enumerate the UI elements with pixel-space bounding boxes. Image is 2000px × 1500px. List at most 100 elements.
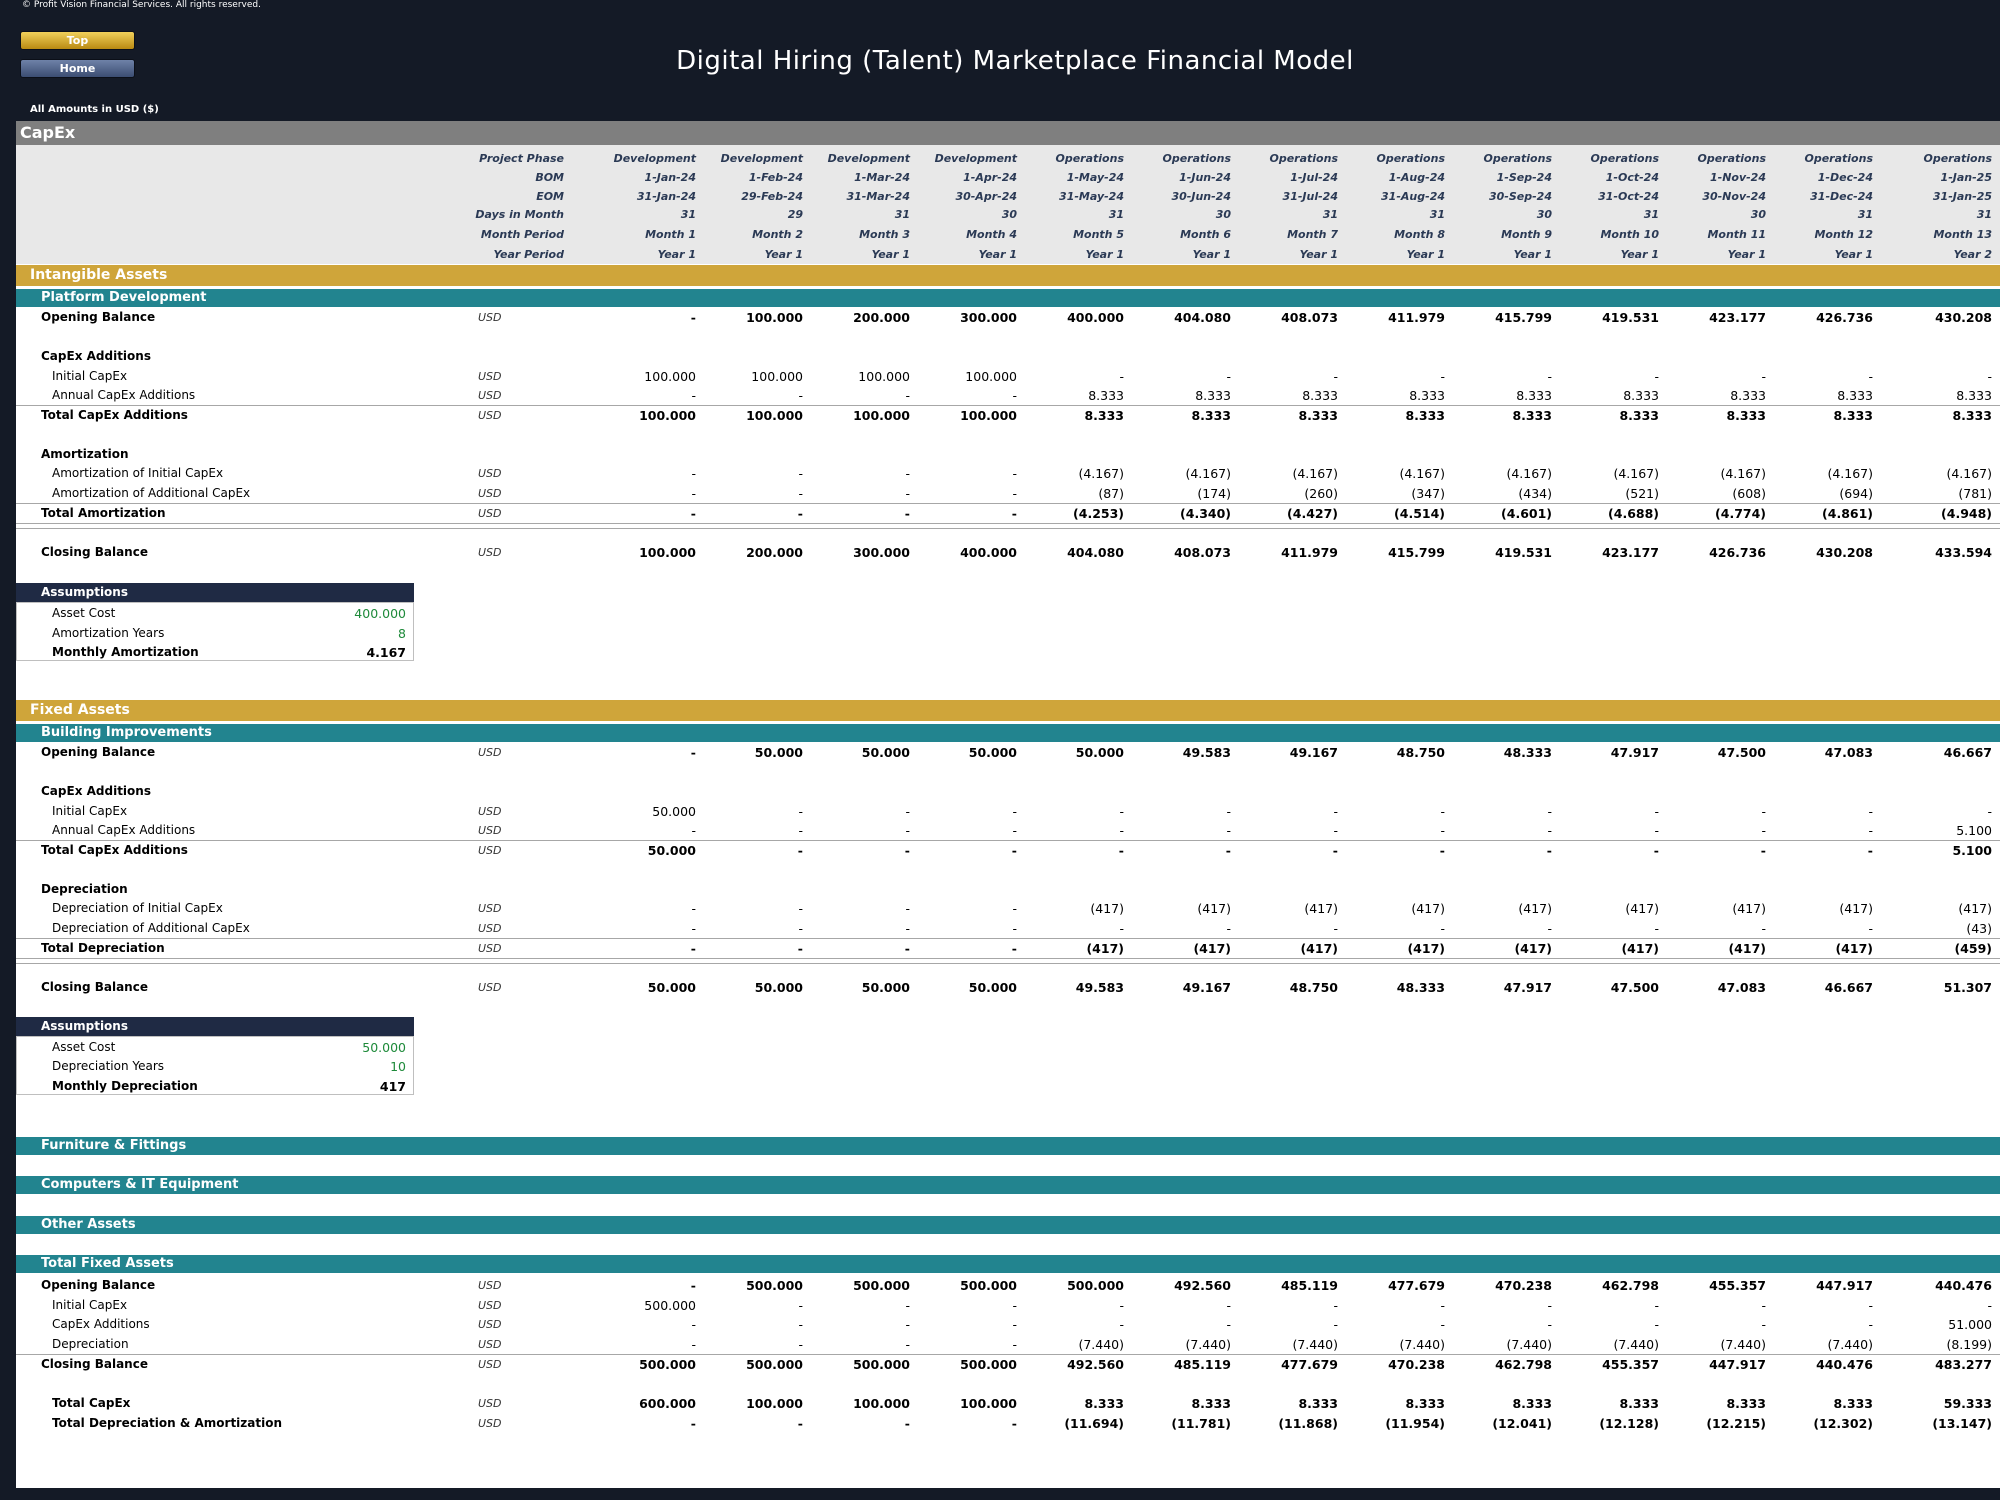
subsection-furniture-fittings: Furniture & Fittings: [16, 1137, 2000, 1155]
timeline-eom: 31-Mar-24: [846, 190, 910, 203]
value-cell: -: [1547, 804, 1552, 819]
assumption-label: Depreciation Years: [52, 1059, 165, 1073]
timeline-month: Month 7: [1287, 228, 1338, 241]
value-cell: (12.128): [1599, 1416, 1659, 1431]
value-cell: (4.688): [1608, 506, 1659, 521]
value-cell: 48.750: [1396, 745, 1445, 760]
value-cell: -: [797, 506, 803, 521]
value-cell: 404.080: [1067, 545, 1124, 560]
timeline-year: Year 1: [1192, 248, 1231, 261]
value-cell: -: [1868, 1317, 1873, 1332]
value-cell: 100.000: [746, 1396, 803, 1411]
timeline-month: Month 1: [645, 228, 696, 241]
value-cell: 500.000: [1067, 1278, 1124, 1293]
timeline-month: Month 9: [1501, 228, 1552, 241]
value-cell: 440.476: [1816, 1357, 1873, 1372]
value-cell: -: [1654, 921, 1659, 936]
value-cell: 8.333: [1084, 408, 1124, 423]
value-cell: -: [798, 804, 803, 819]
value-cell: 440.476: [1935, 1278, 1992, 1293]
value-cell: (4.167): [1720, 466, 1766, 481]
value-cell: -: [905, 901, 910, 916]
home-button[interactable]: Home: [20, 59, 135, 78]
value-cell: 50.000: [754, 745, 803, 760]
value-cell: 8.333: [1405, 1396, 1445, 1411]
value-cell: -: [1226, 1317, 1231, 1332]
value-cell: 200.000: [853, 310, 910, 325]
row-label: Initial CapEx: [52, 369, 128, 383]
value-cell: 47.083: [1824, 745, 1873, 760]
value-cell: -: [1547, 823, 1552, 838]
timeline-days: 31: [1429, 208, 1445, 221]
row-label: Total CapEx: [52, 1396, 131, 1410]
value-cell: 48.333: [1503, 745, 1552, 760]
value-cell: (417): [1407, 941, 1445, 956]
value-cell: 50.000: [647, 980, 696, 995]
value-cell: 500.000: [853, 1278, 910, 1293]
value-cell: -: [691, 466, 696, 481]
timeline-phase: Operations: [1923, 152, 1993, 165]
timeline-label: Days in Month: [475, 208, 564, 221]
value-cell: 600.000: [639, 1396, 696, 1411]
value-cell: (7.440): [1292, 1337, 1338, 1352]
value-cell: 500.000: [644, 1298, 696, 1313]
value-cell: -: [1333, 804, 1338, 819]
value-cell: (11.868): [1278, 1416, 1338, 1431]
value-cell: 5.100: [1952, 843, 1992, 858]
value-cell: 477.679: [1281, 1357, 1338, 1372]
top-button[interactable]: Top: [20, 31, 135, 50]
value-cell: 8.333: [1302, 388, 1338, 403]
timeline-year: Year 2: [1953, 248, 1992, 261]
value-cell: -: [1868, 804, 1873, 819]
timeline-days: 30: [1536, 208, 1552, 221]
row-label: Annual CapEx Additions: [52, 388, 196, 402]
value-cell: 8.333: [1952, 408, 1992, 423]
unit-label: USD: [478, 311, 502, 324]
value-cell: -: [798, 921, 803, 936]
timeline-header: [16, 145, 2000, 264]
value-cell: -: [1119, 804, 1124, 819]
value-cell: -: [1333, 1317, 1338, 1332]
timeline-phase: Operations: [1269, 152, 1339, 165]
timeline-year: Year 1: [871, 248, 910, 261]
timeline-days: 31: [894, 208, 910, 221]
value-cell: 100.000: [751, 369, 803, 384]
value-cell: (7.440): [1720, 1337, 1766, 1352]
timeline-year: Year 1: [1406, 248, 1445, 261]
assumption-label: Monthly Amortization: [52, 645, 199, 659]
value-cell: (7.440): [1399, 1337, 1445, 1352]
value-cell: (781): [1958, 486, 1992, 501]
value-cell: -: [1987, 369, 1992, 384]
value-cell: 8.333: [1833, 408, 1873, 423]
unit-label: USD: [478, 1417, 502, 1430]
row-label: Total Depreciation & Amortization: [52, 1416, 283, 1430]
value-cell: (4.167): [1827, 466, 1873, 481]
value-cell: -: [1226, 921, 1231, 936]
value-cell: 426.736: [1816, 310, 1873, 325]
timeline-days: 30: [1001, 208, 1017, 221]
assumption-value: 417: [379, 1079, 406, 1094]
value-cell: -: [1119, 369, 1124, 384]
value-cell: 447.917: [1816, 1278, 1873, 1293]
value-cell: -: [905, 1337, 910, 1352]
value-cell: -: [1011, 506, 1017, 521]
timeline-phase: Operations: [1590, 152, 1660, 165]
value-cell: (11.781): [1171, 1416, 1231, 1431]
value-cell: 411.979: [1388, 310, 1445, 325]
value-cell: (4.948): [1941, 506, 1992, 521]
value-cell: (417): [1728, 941, 1766, 956]
row-label: Amortization of Additional CapEx: [52, 486, 251, 500]
timeline-days: 31: [1976, 208, 1992, 221]
row-label: Opening Balance: [41, 1278, 156, 1292]
value-cell: 415.799: [1388, 545, 1445, 560]
timeline-bom: 1-Oct-24: [1605, 171, 1659, 184]
row-label: Opening Balance: [41, 745, 156, 759]
value-cell: (4.167): [1292, 466, 1338, 481]
value-cell: -: [1654, 1317, 1659, 1332]
value-cell: 8.333: [1512, 408, 1552, 423]
value-cell: 408.073: [1281, 310, 1338, 325]
unit-label: USD: [478, 1338, 502, 1351]
row-divider: [16, 938, 2000, 939]
value-cell: -: [1440, 1317, 1445, 1332]
value-cell: (4.167): [1946, 466, 1992, 481]
